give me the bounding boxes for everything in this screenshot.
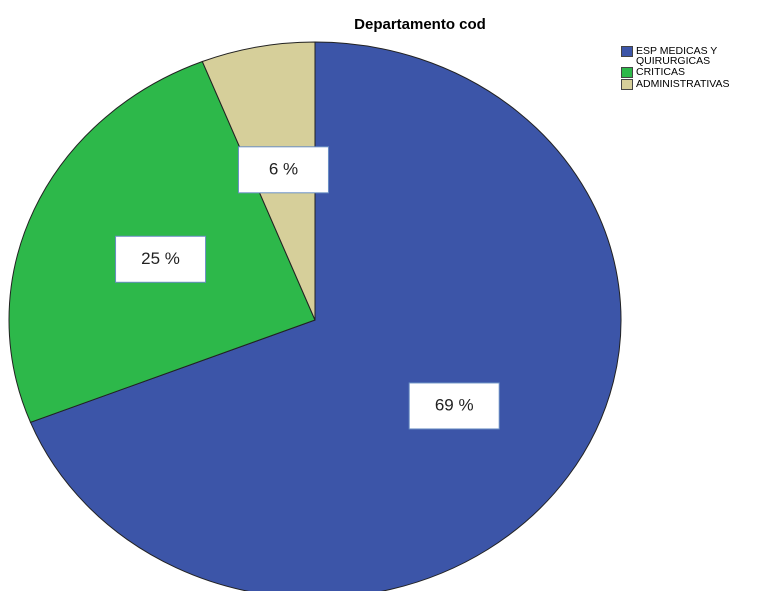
legend-item: CRITICAS (621, 67, 756, 78)
legend-swatch (621, 67, 633, 78)
data-label: 25 % (115, 235, 207, 283)
legend-item: ESP MEDICAS Y QUIRURGICAS (621, 46, 756, 66)
legend-label: ESP MEDICAS Y QUIRURGICAS (636, 45, 718, 67)
data-label-text: 6 % (269, 159, 298, 178)
chart-title: Departamento cod (354, 16, 486, 33)
data-label: 6 % (237, 146, 329, 194)
legend: ESP MEDICAS Y QUIRURGICAS CRITICAS ADMINIS… (621, 46, 756, 91)
data-label-box (115, 235, 207, 283)
data-label-box (408, 382, 500, 430)
legend-label: ADMINISTRATIVAS (636, 78, 730, 90)
legend-swatch (621, 79, 633, 90)
pie-slice (29, 41, 622, 591)
legend-swatch (621, 46, 633, 57)
data-label-text: 25 % (141, 249, 180, 268)
data-label: 69 % (408, 382, 500, 430)
data-label-text: 69 % (435, 395, 474, 414)
data-label-box (237, 146, 329, 194)
legend-item: ADMINISTRATIVAS (621, 79, 756, 90)
legend-label: CRITICAS (636, 66, 686, 78)
